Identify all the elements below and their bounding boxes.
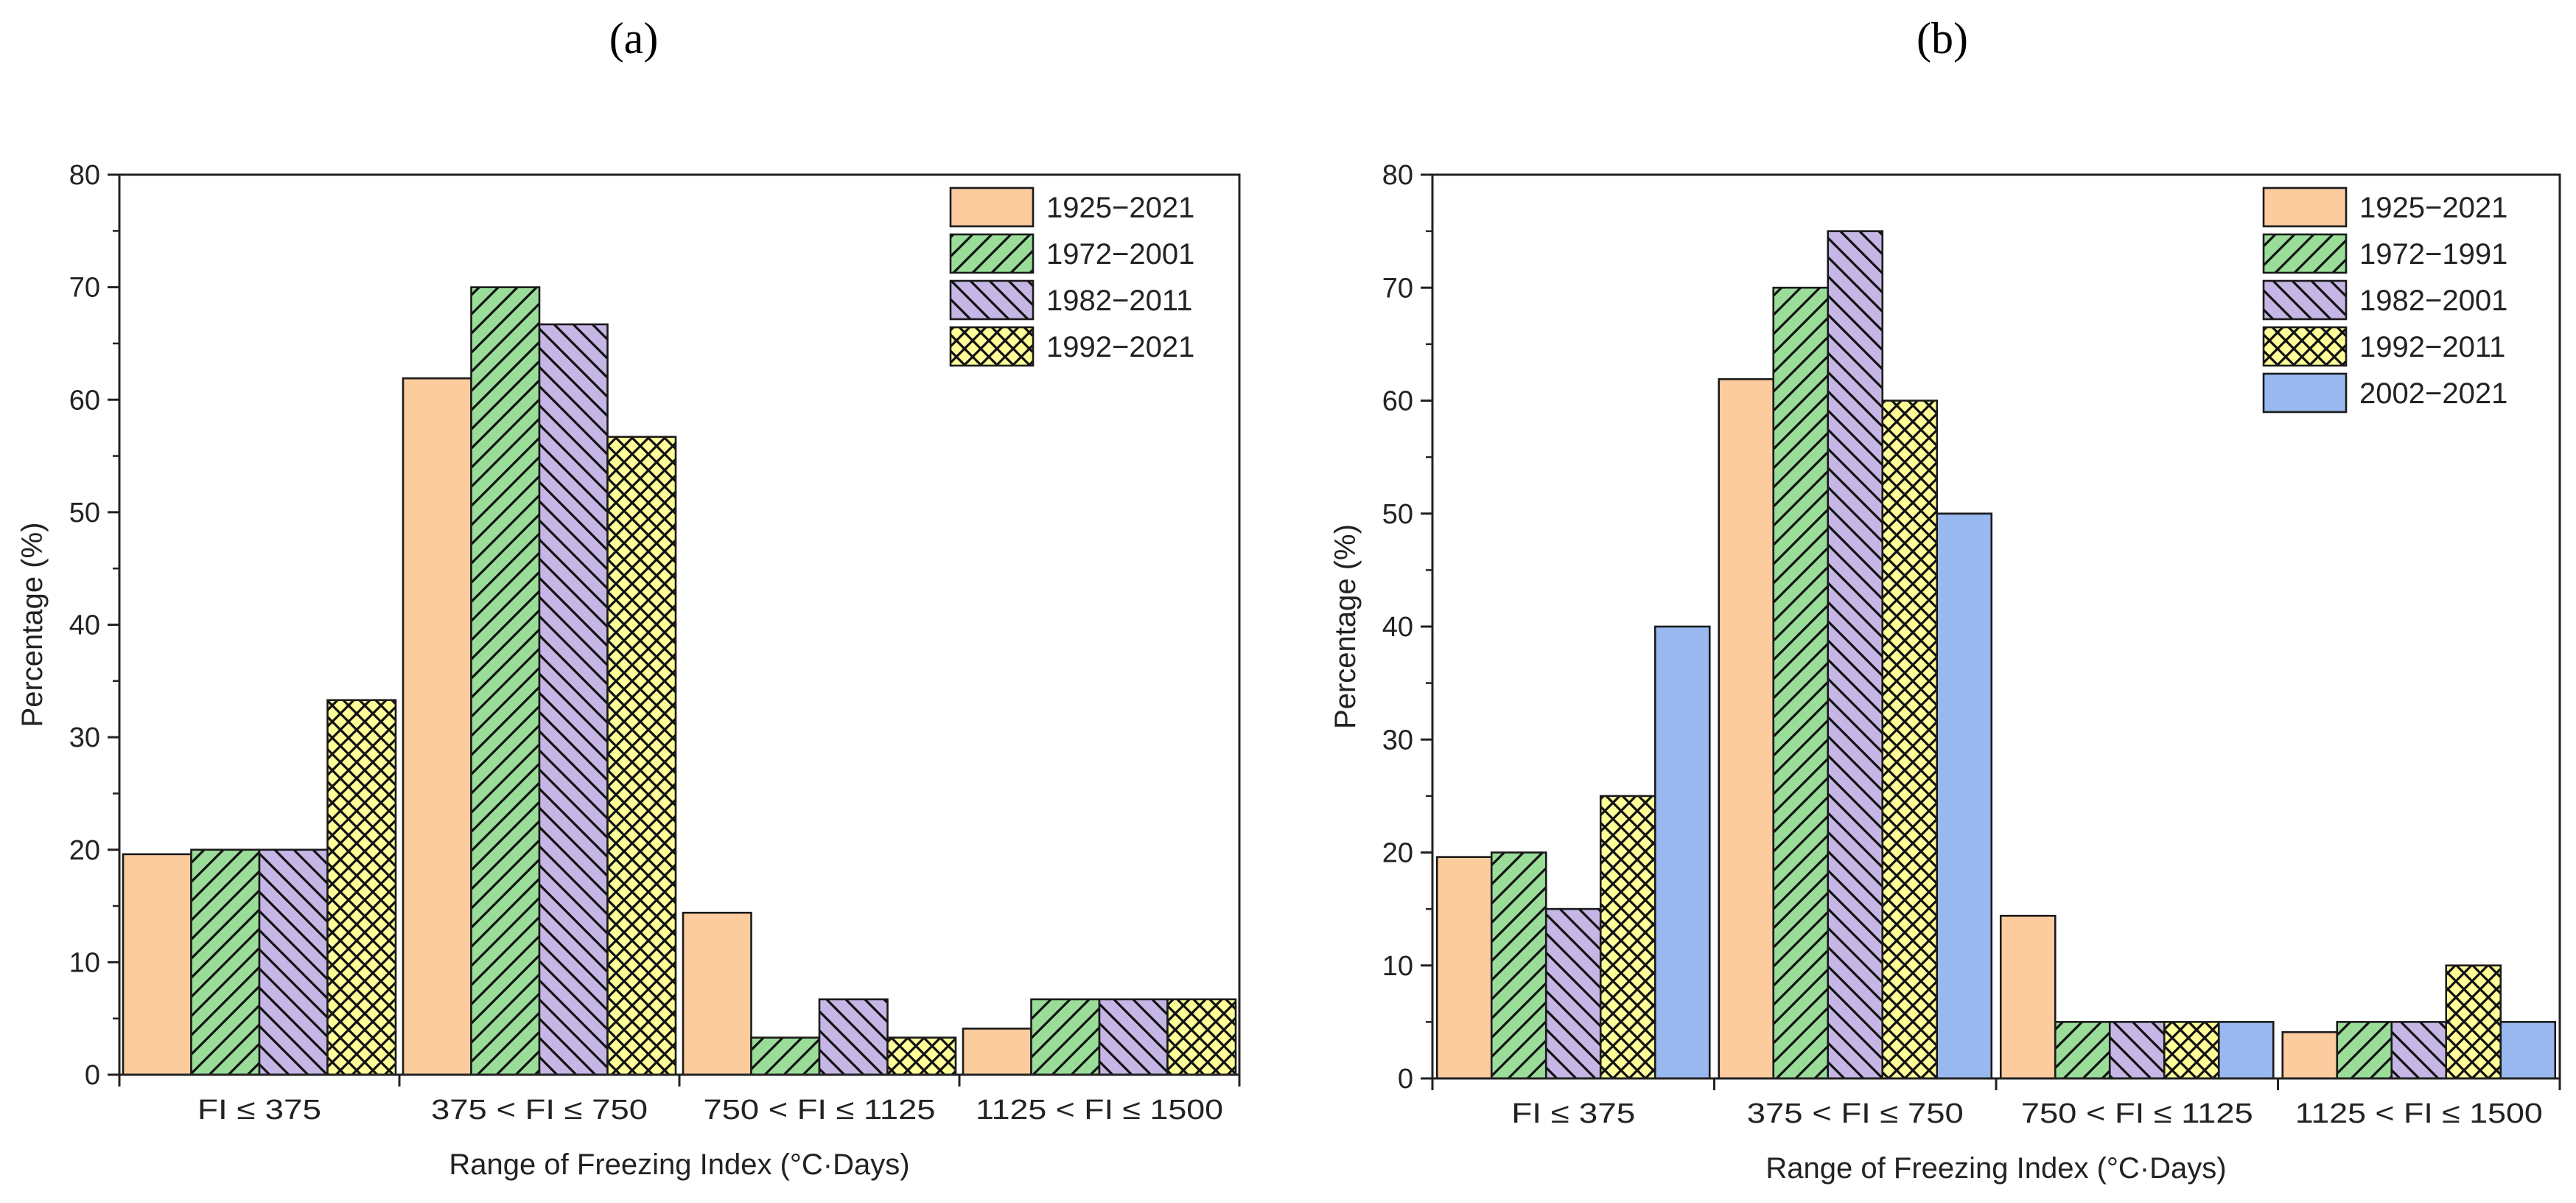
legend-label-b-0: 1925−2021 [2359, 192, 2507, 224]
bar-b-s4-c0 [1653, 625, 1711, 1080]
legend-label-b-1: 1972−1991 [2359, 238, 2507, 271]
bar-a-s2-c0 [258, 848, 329, 1076]
y-tick-label-a: 70 [69, 273, 100, 304]
chart-panel-b: 0 10 20 30 40 50 60 70 80 FI ≤ 375 375 < FI ≤ 750 7… [1329, 160, 2561, 1185]
bar-a-s1-c2 [750, 1036, 821, 1076]
bar-a-s2-c2 [818, 998, 889, 1076]
legend-label-a-3: 1992−2021 [1046, 331, 1194, 363]
legend-swatch-b-2 [2262, 279, 2348, 321]
legend-label-b-2: 1982−2001 [2359, 285, 2507, 317]
y-tick-label-a: 40 [69, 610, 100, 641]
legend-swatch-a-1 [949, 233, 1035, 274]
y-tick-label-b: 50 [1382, 499, 1413, 530]
legend-swatch-a-2 [949, 279, 1035, 321]
y-axis-title-a: Percentage (%) [16, 523, 49, 728]
y-tick-label-b: 30 [1382, 725, 1413, 756]
bar-b-s4-c3 [2499, 1021, 2557, 1080]
legend-swatch-a-3 [949, 326, 1035, 367]
legend-label-b-4: 2002−2021 [2359, 377, 2507, 410]
y-tick-label-b: 70 [1382, 273, 1413, 304]
y-tick-label-b: 20 [1382, 838, 1413, 869]
legend-label-b-3: 1992−2011 [2359, 331, 2505, 363]
bar-b-s3-c3 [2445, 964, 2502, 1080]
y-tick-label-a: 80 [69, 160, 100, 191]
bar-a-s0-c1 [402, 377, 472, 1076]
y-axis-title-b: Percentage (%) [1329, 524, 1362, 729]
bar-a-s0-c2 [682, 911, 752, 1076]
y-tick-label-a: 60 [69, 385, 100, 416]
bar-a-s1-c0 [190, 848, 261, 1076]
y-tick-label-a: 50 [69, 498, 100, 529]
x-tick-label-b: 750 < FI ≤ 1125 [2021, 1098, 2253, 1129]
bar-b-s0-c2 [1999, 915, 2057, 1080]
bar-a-s3-c3 [1166, 998, 1237, 1076]
bar-b-s2-c0 [1544, 907, 1602, 1080]
bar-b-s0-c0 [1435, 856, 1493, 1080]
bar-b-s1-c0 [1490, 851, 1547, 1080]
x-tick-label-b: 375 < FI ≤ 750 [1747, 1098, 1964, 1129]
bar-b-s3-c2 [2163, 1021, 2220, 1080]
y-tick-label-b: 60 [1382, 386, 1413, 417]
y-tick-label-b: 10 [1382, 951, 1413, 982]
legend-swatch-b-0 [2262, 186, 2348, 228]
x-tick-label-b: FI ≤ 375 [1511, 1098, 1635, 1129]
y-tick-label-a: 20 [69, 835, 100, 866]
x-axis-title-a: Range of Freezing Index (°C·Days) [449, 1148, 909, 1181]
bar-b-s1-c1 [1772, 286, 1830, 1080]
legend-label-a-0: 1925−2021 [1046, 192, 1194, 224]
bar-a-s3-c1 [606, 436, 677, 1076]
bar-b-s1-c3 [2336, 1021, 2393, 1080]
bar-a-s1-c1 [470, 286, 541, 1076]
legend-label-a-2: 1982−2011 [1046, 285, 1192, 317]
bar-a-s1-c3 [1030, 998, 1101, 1076]
bar-b-s0-c3 [2281, 1031, 2339, 1080]
legend-swatch-b-3 [2262, 326, 2348, 367]
y-tick-label-a: 30 [69, 722, 100, 753]
bar-b-s3-c1 [1881, 400, 1939, 1080]
bar-b-s2-c3 [2390, 1021, 2448, 1080]
bar-a-s0-c0 [122, 853, 192, 1076]
y-tick-label-b: 80 [1382, 160, 1413, 191]
bar-b-s2-c2 [2108, 1021, 2166, 1080]
bar-a-s3-c2 [886, 1036, 957, 1076]
chart-panel-a: 0 10 20 30 40 50 60 70 80 FI ≤ 375 375 < FI ≤ 750 7… [16, 160, 1241, 1181]
bar-b-s4-c2 [2217, 1021, 2275, 1080]
legend-b: 1925−2021 1972−1991 1982−2001 1992−2011 2002… [2262, 186, 2507, 414]
bar-a-s0-c3 [962, 1028, 1032, 1076]
legend-swatch-b-1 [2262, 233, 2348, 274]
legend-swatch-b-4 [2262, 372, 2348, 414]
y-tick-label-b: 40 [1382, 612, 1413, 643]
legend-swatch-a-0 [949, 186, 1035, 228]
legend-label-a-1: 1972−2001 [1046, 238, 1194, 271]
panel-label-a: (a) [609, 14, 659, 63]
x-tick-label-a: 1125 < FI ≤ 1500 [976, 1095, 1223, 1126]
bar-b-s0-c1 [1718, 378, 1775, 1080]
x-axis-title-b: Range of Freezing Index (°C·Days) [1765, 1152, 2226, 1185]
bar-a-s3-c0 [326, 699, 397, 1076]
x-tick-label-a: 375 < FI ≤ 750 [431, 1095, 648, 1126]
bar-a-s2-c3 [1098, 998, 1169, 1076]
panel-label-b: (b) [1917, 14, 1968, 63]
bar-b-s2-c1 [1827, 230, 1884, 1080]
bar-b-s4-c1 [1936, 512, 1993, 1080]
x-tick-label-b: 1125 < FI ≤ 1500 [2295, 1098, 2543, 1129]
x-tick-label-a: 750 < FI ≤ 1125 [704, 1095, 936, 1126]
y-tick-label-a: 0 [85, 1060, 100, 1091]
bar-b-s3-c0 [1599, 795, 1656, 1080]
bar-b-s1-c2 [2054, 1021, 2111, 1080]
x-tick-label-a: FI ≤ 375 [197, 1095, 321, 1126]
bar-a-s2-c1 [538, 323, 609, 1076]
y-tick-label-b: 0 [1398, 1064, 1413, 1095]
legend-a: 1925−2021 1972−2001 1982−2011 1992−2021 [949, 186, 1194, 367]
y-tick-label-a: 10 [69, 947, 100, 978]
